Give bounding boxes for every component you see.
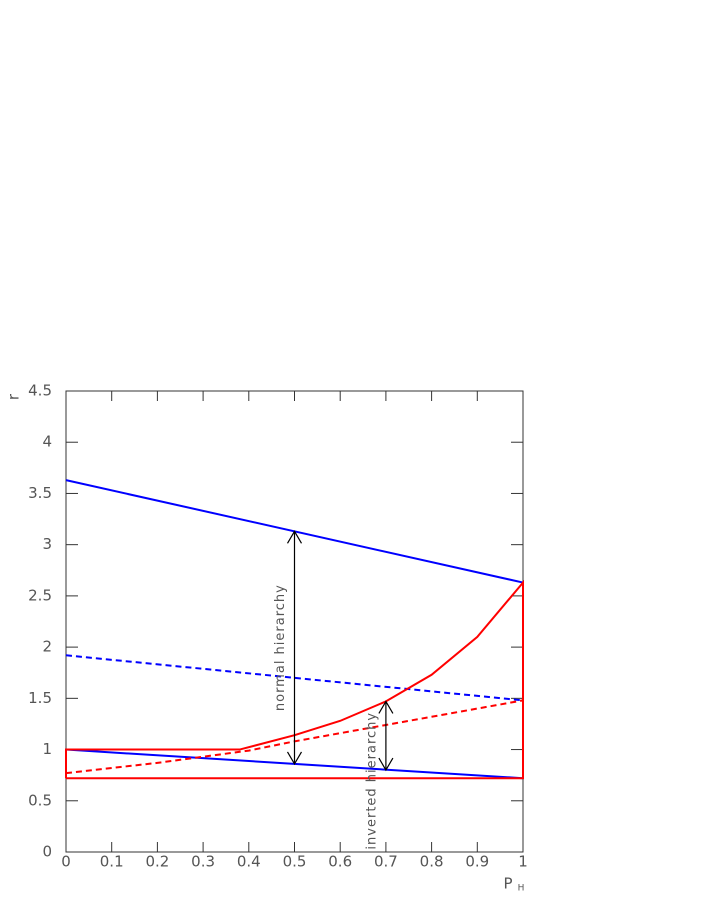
arrow-head: [286, 530, 303, 544]
y-tick-label: 0.5: [28, 791, 52, 809]
arrow-head: [378, 700, 394, 714]
y-tick-label: 2.5: [28, 586, 52, 604]
annotation-text: normal hierarchy: [273, 584, 288, 711]
x-tick-label: 0.3: [191, 853, 215, 871]
series-line: [65, 654, 524, 702]
arrow-head: [378, 757, 394, 772]
x-tick-label: 0.6: [328, 853, 352, 871]
annotation-text: inverted hierarchy: [364, 712, 379, 850]
y-tick-label: 3.5: [28, 484, 52, 502]
y-tick-label: 1.5: [28, 689, 52, 707]
y-tick-label: 2: [42, 638, 52, 656]
x-tick-label: 0.1: [100, 853, 124, 871]
x-tick-label: 1: [518, 853, 528, 871]
y-axis-label: r: [5, 393, 23, 400]
x-tick-label: 0.5: [283, 853, 307, 871]
x-axis-label: P: [503, 875, 512, 893]
x-tick-label: 0.9: [465, 853, 489, 871]
x-axis-label-subscript: H: [518, 884, 525, 894]
x-tick-label: 0.2: [145, 853, 169, 871]
y-tick-label: 0: [42, 843, 52, 861]
y-tick-label: 4.5: [28, 382, 52, 400]
series-line: [65, 699, 524, 775]
y-tick-label: 3: [42, 535, 52, 553]
x-tick-label: 0.8: [420, 853, 444, 871]
x-tick-label: 0: [61, 853, 71, 871]
x-tick-label: 0.7: [374, 853, 398, 871]
y-tick-label: 1: [42, 740, 52, 758]
arrow-head: [286, 751, 303, 766]
x-tick-label: 0.4: [237, 853, 261, 871]
y-tick-label: 4: [42, 433, 52, 451]
